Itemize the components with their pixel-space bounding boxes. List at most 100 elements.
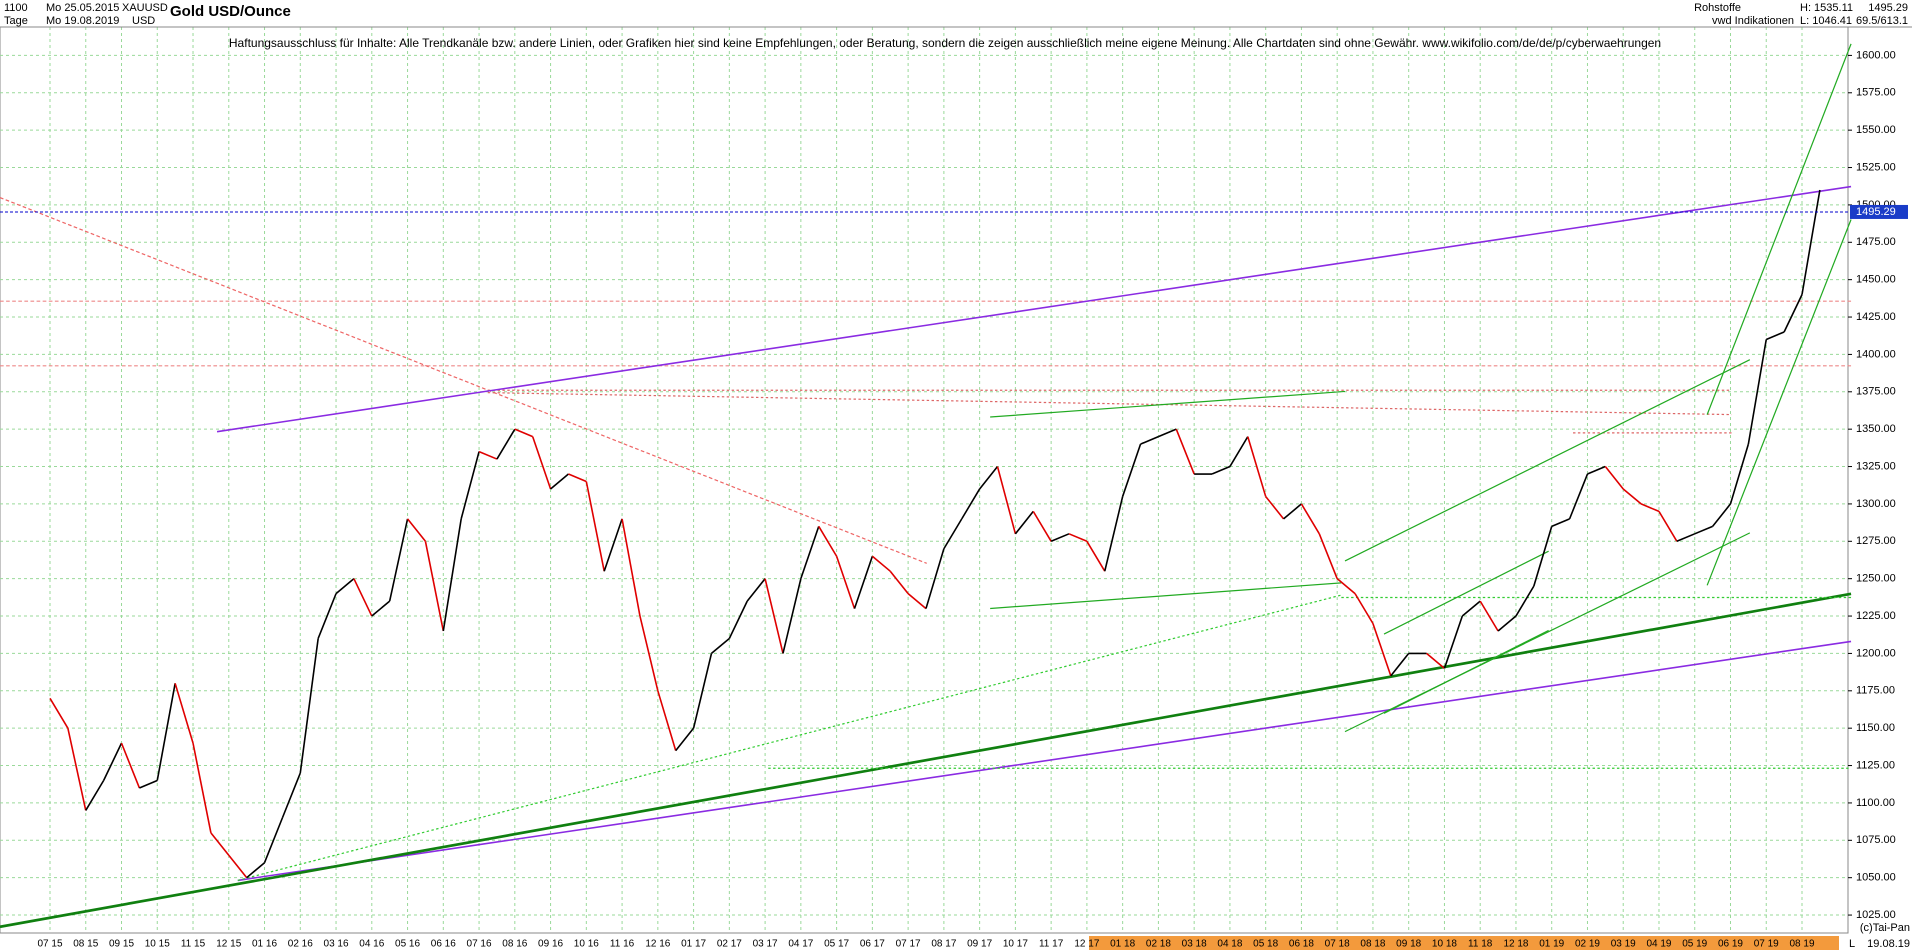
price-segment bbox=[728, 600, 748, 639]
price-segment bbox=[228, 854, 248, 879]
x-tick-label: 10 15 bbox=[145, 939, 170, 950]
price-segment bbox=[67, 728, 87, 811]
price-segment bbox=[299, 638, 319, 774]
price-segment bbox=[961, 488, 981, 520]
price-segment bbox=[692, 653, 713, 729]
price-segment bbox=[496, 428, 516, 460]
y-tick-label: 1050.00 bbox=[1856, 872, 1896, 884]
price-segment bbox=[353, 578, 373, 617]
plot-frame bbox=[0, 26, 1849, 934]
x-tick-label: 03 16 bbox=[324, 939, 349, 950]
x-tick-label: 10 18 bbox=[1432, 939, 1457, 950]
x-tick-label: 09 16 bbox=[538, 939, 563, 950]
price-segment bbox=[1390, 652, 1410, 677]
price-segment bbox=[1694, 525, 1713, 535]
price-segment bbox=[460, 451, 480, 520]
price-segment bbox=[478, 450, 498, 460]
x-tick-label: 11 15 bbox=[181, 939, 206, 950]
header-text: H: 1535.11 bbox=[1800, 2, 1853, 14]
price-segment bbox=[1300, 503, 1320, 535]
x-tick-label: 06 19 bbox=[1718, 939, 1743, 950]
x-tick-label: 07 17 bbox=[896, 939, 921, 950]
trend-line bbox=[216, 185, 1852, 433]
header-text: 69.5/613.1 bbox=[1856, 15, 1908, 27]
price-segment bbox=[979, 466, 999, 490]
price-segment bbox=[1211, 465, 1231, 475]
price-segment bbox=[1050, 533, 1070, 543]
price-segment bbox=[1479, 600, 1499, 632]
price-segment bbox=[585, 481, 605, 572]
y-tick-label: 1600.00 bbox=[1856, 49, 1896, 61]
x-tick-label: 12 18 bbox=[1503, 939, 1528, 950]
price-segment bbox=[1622, 488, 1642, 505]
header-text: USD bbox=[132, 15, 155, 27]
x-tick-label: 11 16 bbox=[610, 939, 635, 950]
header-text: Mo 25.05.2015 bbox=[46, 2, 119, 14]
price-segment bbox=[1533, 526, 1553, 587]
last-price-label: 1495.29 bbox=[1856, 206, 1896, 218]
x-tick-label: 08 18 bbox=[1360, 939, 1385, 950]
price-segment bbox=[568, 473, 587, 483]
price-segment bbox=[1801, 189, 1821, 295]
header-text: Tage bbox=[4, 15, 28, 27]
price-segment bbox=[943, 518, 963, 550]
price-segment bbox=[1032, 510, 1052, 542]
price-segment bbox=[1497, 615, 1517, 632]
x-tick-label: 05 18 bbox=[1253, 939, 1278, 950]
y-tick-label: 1225.00 bbox=[1856, 610, 1896, 622]
price-segment bbox=[49, 697, 69, 729]
price-segment bbox=[853, 555, 874, 609]
price-segment bbox=[1568, 473, 1589, 520]
price-segment bbox=[1229, 436, 1249, 467]
price-segment bbox=[1121, 443, 1142, 497]
price-segment bbox=[442, 518, 462, 632]
copyright: (c)Tai-Pan bbox=[1860, 922, 1910, 934]
price-segment bbox=[317, 593, 337, 639]
y-tick-label: 1550.00 bbox=[1856, 124, 1896, 136]
x-tick-label: 12 15 bbox=[216, 939, 241, 950]
price-segment bbox=[1318, 533, 1338, 579]
price-segment bbox=[102, 742, 123, 781]
trend-line bbox=[990, 390, 1346, 418]
price-segment bbox=[1336, 578, 1356, 595]
x-tick-label: 05 17 bbox=[824, 939, 849, 950]
x-tick-label: 02 19 bbox=[1575, 939, 1600, 950]
y-tick-label: 1275.00 bbox=[1856, 535, 1896, 547]
x-tick-label: 08 15 bbox=[73, 939, 98, 950]
end-marker: L bbox=[1849, 938, 1855, 950]
y-tick-label: 1300.00 bbox=[1856, 498, 1896, 510]
chart-title: Gold USD/Ounce bbox=[170, 3, 291, 20]
x-tick-label: 11 17 bbox=[1039, 939, 1064, 950]
price-segment bbox=[1587, 465, 1606, 475]
y-tick-label: 1250.00 bbox=[1856, 573, 1896, 585]
price-segment bbox=[388, 518, 409, 602]
trend-line bbox=[1344, 359, 1751, 562]
price-segment bbox=[621, 518, 641, 617]
x-tick-label: 04 19 bbox=[1646, 939, 1671, 950]
y-tick-label: 1175.00 bbox=[1856, 685, 1895, 697]
price-segment bbox=[139, 779, 158, 789]
y-tick-label: 1025.00 bbox=[1856, 909, 1896, 921]
trend-line bbox=[0, 196, 927, 564]
price-segment bbox=[1443, 615, 1464, 669]
price-segment bbox=[1086, 540, 1106, 572]
x-tick-label: 07 19 bbox=[1754, 939, 1779, 950]
y-tick-label: 1100.00 bbox=[1856, 797, 1895, 809]
price-segment bbox=[1158, 428, 1177, 438]
price-segment bbox=[925, 548, 945, 609]
x-tick-label: 04 16 bbox=[359, 939, 384, 950]
price-segment bbox=[1068, 533, 1088, 543]
price-segment bbox=[1658, 510, 1678, 542]
y-tick-label: 1425.00 bbox=[1856, 311, 1896, 323]
y-tick-label: 1075.00 bbox=[1856, 834, 1896, 846]
price-segment bbox=[156, 683, 176, 781]
price-segment bbox=[746, 578, 766, 602]
x-tick-label: 09 15 bbox=[109, 939, 134, 950]
trend-line bbox=[1383, 550, 1549, 635]
x-tick-label: 12 16 bbox=[645, 939, 670, 950]
price-segment bbox=[996, 466, 1017, 535]
price-segment bbox=[120, 742, 141, 789]
price-segment bbox=[1014, 510, 1034, 535]
price-segment bbox=[603, 518, 623, 572]
trend-line bbox=[1706, 219, 1852, 586]
